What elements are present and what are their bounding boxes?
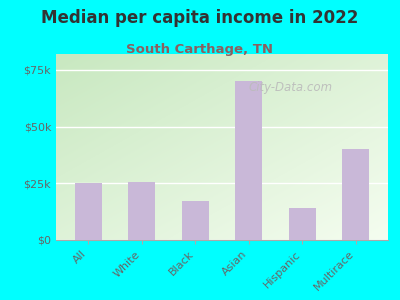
Bar — [75, 183, 102, 240]
Bar — [289, 208, 316, 240]
Bar — [182, 201, 209, 240]
Bar — [342, 149, 369, 240]
Text: South Carthage, TN: South Carthage, TN — [126, 44, 274, 56]
Bar — [128, 182, 155, 240]
Bar — [235, 81, 262, 240]
Text: Median per capita income in 2022: Median per capita income in 2022 — [41, 9, 359, 27]
Text: City-Data.com: City-Data.com — [248, 81, 333, 94]
